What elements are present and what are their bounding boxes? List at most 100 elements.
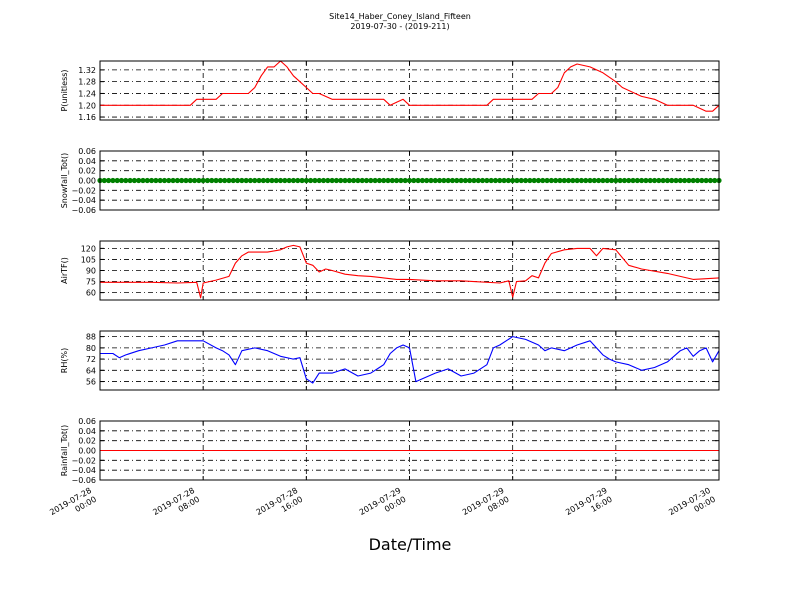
snowfall-point [277,177,284,184]
snowfall-point [329,177,335,184]
snowfall-point [565,177,572,184]
snowfall-point [217,177,223,184]
y-tick-label: 88 [86,333,96,342]
snowfall-point [355,177,361,184]
snowfall-point [510,177,516,184]
snowfall-point [428,177,434,184]
y-tick-label: 0.06 [78,147,96,156]
snowfall-point [170,177,176,184]
y-axis-label: RH(%) [60,348,69,373]
snowfall-point [570,177,576,184]
y-axis-label: P(unitless) [60,69,69,111]
snowfall-point [389,177,395,184]
snowfall-point [527,177,533,184]
panel-1: 1.16 1.20 1.24 1.28 1.32 P(unitless) [60,60,720,122]
snowfall-point [153,177,159,184]
chart-panels: 1.161.201.241.281.32P(unitless)0.060.040… [48,60,722,526]
snowfall-point [303,177,309,184]
snowfall-point [630,177,636,184]
snowfall-point [712,177,718,184]
snowfall-point [148,177,155,184]
snowfall-point [656,177,662,184]
snowfall-point [260,177,266,184]
snowfall-point [604,177,610,184]
snowfall-point [707,177,714,184]
snowfall-point [544,177,550,184]
snowfall-point [651,177,658,184]
snowfall-point [312,177,318,184]
snowfall-point [673,177,679,184]
snowfall-point [694,177,701,184]
snowfall-point [342,177,348,184]
snowfall-point [634,177,640,184]
snowfall-point [363,177,370,184]
y-tick-label: 0.00 [78,177,96,186]
snowfall-point [273,177,279,184]
y-tick-label: 64 [86,366,96,375]
snowfall-point [553,177,559,184]
y-tick-label: 72 [86,355,96,364]
y-tick-label: 1.28 [78,78,96,87]
snowfall-point [157,177,163,184]
snowfall-point [136,177,142,184]
y-tick-label: −0.02 [71,456,96,465]
snowfall-point [127,177,133,184]
snowfall-point [445,177,451,184]
snowfall-point [204,177,211,184]
plot-frame [99,240,720,301]
snowfall-point [531,177,537,184]
y-tick-label: −0.04 [71,196,96,205]
x-tick-label: 2019-07-2800:00 [48,486,98,526]
y-tick-label: 0.00 [78,447,96,456]
snowfall-point [265,177,271,184]
snowfall-point [686,177,692,184]
snowfall-point [346,177,352,184]
snowfall-point [583,177,589,184]
y-axis-label: AirTF() [60,257,69,284]
snowfall-point [557,177,563,184]
snowfall-point [411,177,417,184]
snowfall-point [669,177,675,184]
y-tick-label: 1.20 [78,101,96,110]
panel-3: 120 105 90 75 60 AirTF() [60,240,720,301]
snowfall-point [574,177,580,184]
snowfall-point [161,177,168,184]
snowfall-point [179,177,185,184]
snowfall-point [144,177,150,184]
snowfall-point [613,177,619,184]
y-tick-label: 80 [86,344,96,353]
y-tick-label: −0.06 [71,476,96,485]
snowfall-point [535,177,542,184]
snowfall-point [497,177,503,184]
snowfall-point [660,177,666,184]
snowfall-point [402,177,408,184]
snowfall-point [333,177,340,184]
x-tick-labels: 2019-07-2800:00 2019-07-2808:00 2019-07-28… [48,486,717,526]
snowfall-point [501,177,507,184]
series-line [100,244,720,299]
snowfall-point [488,177,494,184]
y-tick-label: 56 [86,378,96,387]
snowfall-point [639,177,645,184]
snowfall-point [290,177,297,184]
x-tick-label: 2019-07-2900:00 [358,486,408,526]
y-tick-label: 75 [86,278,96,287]
panel-4: 88 80 72 64 56 RH(%) [60,330,720,391]
x-tick-label: 2019-07-2908:00 [461,486,511,526]
snowfall-point [561,177,567,184]
series-line [100,336,720,384]
snowfall-point [166,177,172,184]
snowfall-point [699,177,705,184]
snowfall-point [191,177,198,184]
snowfall-point [308,177,314,184]
snowfall-point [432,177,438,184]
snowfall-point [600,177,606,184]
snowfall-point [479,177,486,184]
snowfall-point [123,177,129,184]
snowfall-point [101,177,107,184]
snowfall-point [174,177,180,184]
snowfall-point [424,177,430,184]
snowfall-point [492,177,499,184]
snowfall-point [256,177,262,184]
snowfall-point [140,177,146,184]
